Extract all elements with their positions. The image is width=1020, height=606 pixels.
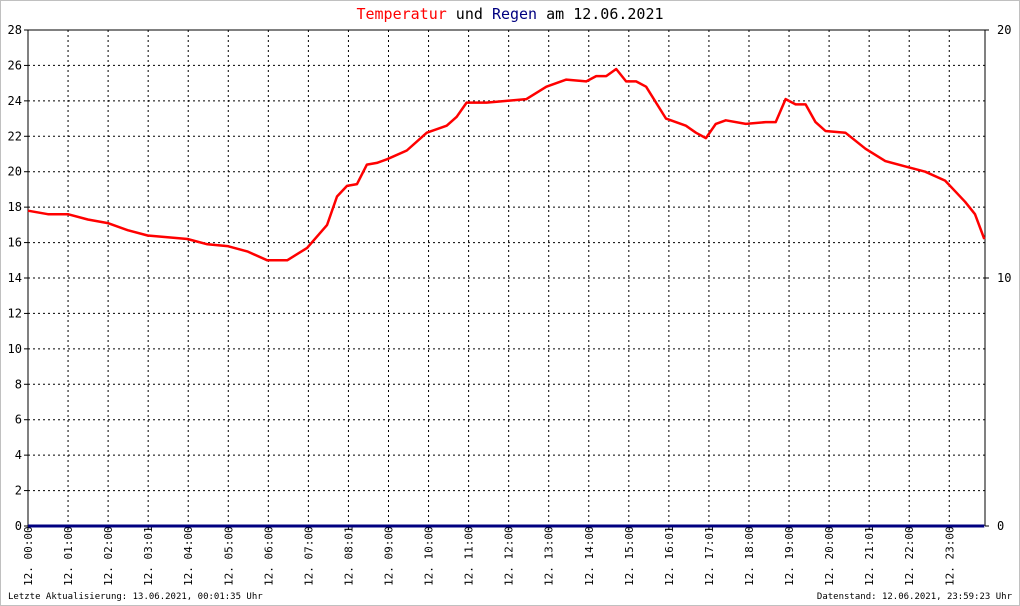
y-ticks-right: 0 10 20 — [985, 23, 1011, 533]
y-tick-label: 22 — [8, 129, 22, 143]
x-tick-label: 12. 04:00 — [182, 526, 195, 586]
grid — [28, 30, 985, 526]
x-tick-label: 12. 05:00 — [222, 526, 235, 586]
y-tick-label: 0 — [15, 519, 22, 533]
data-status-text: Datenstand: 12.06.2021, 23:59:23 Uhr — [816, 592, 1012, 602]
series — [27, 67, 986, 528]
title-part: Regen — [492, 5, 537, 23]
x-tick-label: 12. 16:01 — [663, 526, 676, 586]
y-tick-label: 12 — [8, 306, 22, 320]
x-tick-label: 12. 09:00 — [382, 526, 395, 586]
title-part: und — [447, 5, 492, 23]
y-tick-label: 16 — [8, 236, 22, 250]
x-tick-label: 12. 18:00 — [743, 526, 756, 586]
y-tick-label: 28 — [8, 23, 22, 37]
y-tick-label: 24 — [8, 94, 22, 108]
x-ticks: 12. 00:00 12. 01:00 12. 02:00 12. 03:01 12. … — [22, 526, 956, 586]
x-tick-label: 12. 13:00 — [543, 526, 556, 586]
x-tick-label: 12. 21:01 — [863, 526, 876, 586]
x-tick-label: 12. 02:00 — [102, 526, 115, 586]
x-tick-label: 12. 12:00 — [503, 526, 516, 586]
y-tick-label: 4 — [15, 448, 22, 462]
axes — [27, 29, 986, 526]
x-tick-label: 12. 23:00 — [943, 526, 956, 586]
x-tick-label: 12. 15:00 — [623, 526, 636, 586]
x-tick-label: 12. 10:00 — [423, 526, 436, 586]
x-tick-label: 12. 06:00 — [262, 526, 275, 586]
x-tick-label: 12. 19:00 — [783, 526, 796, 586]
x-tick-label: 12. 03:01 — [142, 526, 155, 586]
x-tick-label: 12. 00:00 — [22, 526, 35, 586]
y-tick-label: 26 — [8, 58, 22, 72]
y-tick-label: 10 — [8, 342, 22, 356]
x-tick-label: 12. 08:01 — [342, 526, 355, 586]
last-update-text: Letzte Aktualisierung: 13.06.2021, 00:01… — [8, 592, 263, 602]
series-line-temperatur — [27, 67, 986, 262]
y-tick-label: 20 — [8, 165, 22, 179]
y-right-tick-label: 0 — [997, 519, 1004, 533]
x-tick-label: 12. 20:00 — [823, 526, 836, 586]
y-tick-label: 6 — [15, 413, 22, 427]
x-tick-label: 12. 11:00 — [463, 526, 476, 586]
y-tick-label: 18 — [8, 200, 22, 214]
y-tick-label: 14 — [8, 271, 22, 285]
x-tick-label: 12. 01:00 — [62, 526, 75, 586]
chart-title: Temperatur und Regen am 12.06.2021 — [356, 5, 663, 23]
y-tick-label: 2 — [15, 484, 22, 498]
title-part: am 12.06.2021 — [537, 5, 663, 23]
x-tick-label: 12. 17:01 — [703, 526, 716, 586]
x-tick-label: 12. 22:00 — [903, 526, 916, 586]
x-tick-label: 12. 14:00 — [583, 526, 596, 586]
y-right-tick-label: 20 — [997, 23, 1011, 37]
y-right-tick-label: 10 — [997, 271, 1011, 285]
title-part: Temperatur — [356, 5, 446, 23]
x-tick-label: 12. 07:00 — [302, 526, 315, 586]
y-tick-label: 8 — [15, 377, 22, 391]
